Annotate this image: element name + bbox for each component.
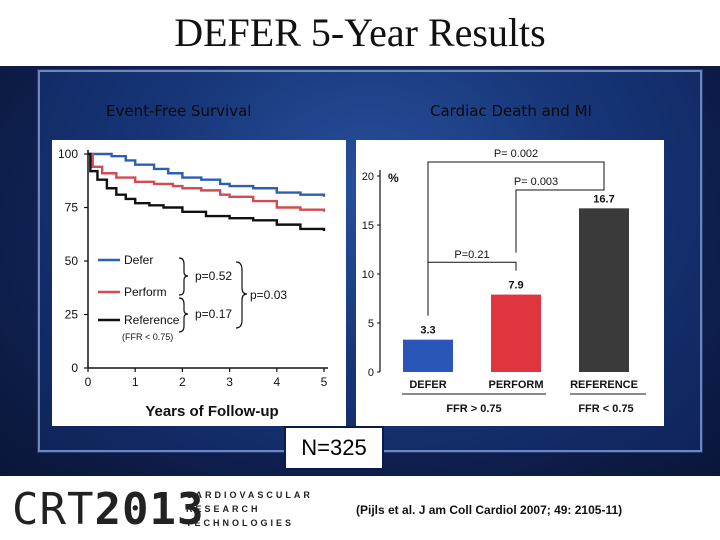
survival-x-axis-label: Years of Follow-up xyxy=(145,403,278,420)
survival-line-perform xyxy=(88,152,326,212)
p-value-label: p=0.52 xyxy=(195,269,232,283)
bar-category-label: PERFORM xyxy=(489,379,544,391)
group-label: FFR > 0.75 xyxy=(446,403,501,415)
p-bracket-defer-reference xyxy=(235,261,248,329)
right-chart-title: Cardiac Death and MI xyxy=(430,102,592,120)
slide-title: DEFER 5-Year Results xyxy=(174,10,546,55)
bar-chart-area: 0 5 10 15 20% P= 0.002 P= 0.003 P=0.21 3.3 DEFE… xyxy=(356,140,664,426)
significance-p-value: P= 0.003 xyxy=(514,176,558,188)
crt-logo-line: TECHNOLOGIES xyxy=(186,518,295,528)
citation: (Pijls et al. J am Coll Cardiol 2007; 49… xyxy=(356,503,623,517)
bar-value-label: 7.9 xyxy=(508,280,523,292)
survival-chart-area: 0 25 50 75 100 0 1 2 3 4 5 Defer Perform Reference (F… xyxy=(52,140,346,426)
group-label: FFR < 0.75 xyxy=(578,403,633,415)
bar-value-label: 3.3 xyxy=(420,325,435,337)
bar-reference xyxy=(579,208,629,372)
left-chart-title: Event-Free Survival xyxy=(106,102,252,120)
crt-logo-year: 2013 xyxy=(94,484,205,535)
significance-bracket xyxy=(427,261,517,316)
survival-y-tick-label: 75 xyxy=(65,201,79,215)
survival-y-tick-label: 50 xyxy=(65,254,79,268)
significance-p-value: P= 0.002 xyxy=(494,148,538,160)
bar-chart: 0 5 10 15 20% P= 0.002 P= 0.003 P=0.21 3.3 DEFE… xyxy=(362,148,646,415)
significance-bracket xyxy=(515,189,604,253)
bar-y-tick-label: 15 xyxy=(362,220,374,232)
survival-x-tick-label: 3 xyxy=(226,375,233,389)
footer xyxy=(0,476,720,540)
survival-chart: 0 25 50 75 100 0 1 2 3 4 5 Defer Perform Reference (F… xyxy=(58,147,328,420)
significance-bracket xyxy=(427,161,605,316)
p-bracket-defer-perform xyxy=(178,257,189,296)
bar-value-label: 16.7 xyxy=(593,193,614,205)
survival-y-tick-label: 0 xyxy=(71,361,78,375)
bar-perform xyxy=(491,294,541,372)
crt-logo-text: CRT xyxy=(12,484,95,535)
crt-logo: CRT2013 xyxy=(12,484,204,535)
legend-label-perform: Perform xyxy=(124,285,167,299)
legend-reference-note: (FFR < 0.75) xyxy=(122,332,173,342)
survival-line-reference xyxy=(88,152,326,232)
survival-x-tick-label: 0 xyxy=(85,375,92,389)
bar-y-tick-label: 0 xyxy=(368,367,374,379)
bar-y-tick-label: 20 xyxy=(362,171,374,183)
survival-line-defer xyxy=(88,152,326,197)
legend-label-defer: Defer xyxy=(124,253,153,267)
survival-y-tick-label: 25 xyxy=(65,308,79,322)
title-bar: DEFER 5-Year Results xyxy=(0,0,720,66)
significance-p-value: P=0.21 xyxy=(454,249,489,261)
legend-label-reference: Reference xyxy=(124,313,180,327)
crt-logo-line: CARDIOVASCULAR xyxy=(186,490,313,500)
survival-x-tick-label: 5 xyxy=(321,375,328,389)
bar-y-tick-label: 10 xyxy=(362,269,374,281)
bar-category-label: DEFER xyxy=(409,379,446,391)
bar-category-label: REFERENCE xyxy=(570,379,638,391)
survival-x-tick-label: 1 xyxy=(132,375,139,389)
crt-logo-subtitle: CARDIOVASCULAR RESEARCH TECHNOLOGIES xyxy=(186,488,313,530)
sample-size-box: N=325 xyxy=(284,426,384,470)
bar-defer xyxy=(403,339,453,372)
bar-y-axis-unit: % xyxy=(388,171,399,185)
survival-x-tick-label: 4 xyxy=(273,375,280,389)
crt-logo-line: RESEARCH xyxy=(186,504,261,514)
p-value-label: p=0.17 xyxy=(195,307,232,321)
survival-x-tick-label: 2 xyxy=(179,375,186,389)
p-value-label: p=0.03 xyxy=(250,288,287,302)
survival-y-tick-label: 100 xyxy=(58,147,78,161)
bar-y-tick-label: 5 xyxy=(368,318,374,330)
p-bracket-perform-reference xyxy=(178,297,189,333)
